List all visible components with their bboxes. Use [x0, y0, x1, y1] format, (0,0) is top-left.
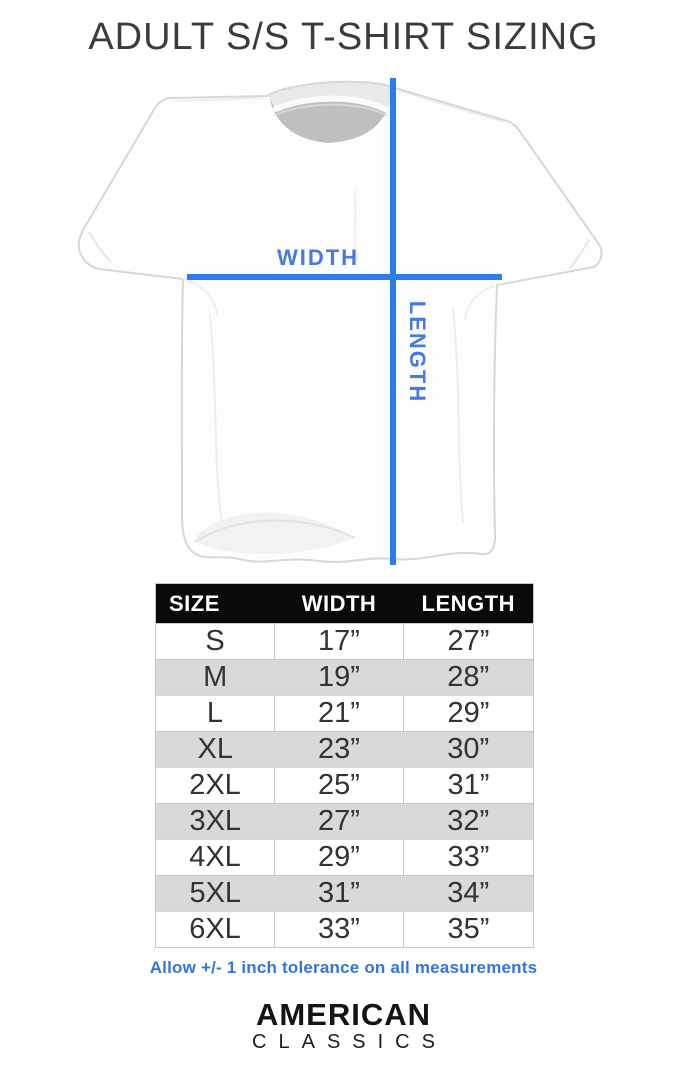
size-cell: 5XL	[155, 875, 275, 912]
header-size: SIZE	[155, 583, 275, 624]
header-length: LENGTH	[403, 583, 534, 624]
tolerance-note: Allow +/- 1 inch tolerance on all measur…	[149, 958, 538, 977]
size-cell: XL	[155, 731, 275, 768]
size-cell: S	[155, 623, 275, 660]
width-cell: 19”	[274, 659, 404, 696]
length-cell: 31”	[403, 767, 534, 804]
size-chart-table: SIZE WIDTH LENGTH S 17” 27” M 19” 28” L …	[155, 583, 534, 948]
table-row: 2XL 25” 31”	[155, 767, 534, 804]
size-cell: 3XL	[155, 803, 275, 840]
length-cell: 35”	[403, 911, 534, 948]
length-cell: 30”	[403, 731, 534, 768]
table-row: S 17” 27”	[155, 623, 534, 660]
length-cell: 27”	[403, 623, 534, 660]
length-cell: 32”	[403, 803, 534, 840]
length-cell: 29”	[403, 695, 534, 732]
length-label: LENGTH	[405, 300, 430, 404]
width-cell: 27”	[274, 803, 404, 840]
table-row: 3XL 27” 32”	[155, 803, 534, 840]
width-cell: 29”	[274, 839, 404, 876]
page-title: ADULT S/S T-SHIRT SIZING	[88, 16, 599, 58]
brand-logo-line2: CLASSICS	[252, 1031, 447, 1053]
width-cell: 21”	[274, 695, 404, 732]
width-cell: 17”	[274, 623, 404, 660]
brand-logo-line1: AMERICAN	[255, 997, 432, 1032]
table-row: M 19” 28”	[155, 659, 534, 696]
table-row: 6XL 33” 35”	[155, 911, 534, 948]
length-cell: 33”	[403, 839, 534, 876]
table-row: 5XL 31” 34”	[155, 875, 534, 912]
size-cell: 6XL	[155, 911, 275, 948]
table-header-row: SIZE WIDTH LENGTH	[155, 583, 534, 624]
size-cell: 2XL	[155, 767, 275, 804]
tshirt-graphic	[77, 80, 603, 564]
tshirt-body	[77, 80, 603, 564]
table-row: L 21” 29”	[155, 695, 534, 732]
width-cell: 33”	[274, 911, 404, 948]
size-cell: L	[155, 695, 275, 732]
size-cell: 4XL	[155, 839, 275, 876]
table-row: 4XL 29” 33”	[155, 839, 534, 876]
header-width: WIDTH	[274, 583, 404, 624]
width-cell: 31”	[274, 875, 404, 912]
length-cell: 28”	[403, 659, 534, 696]
size-cell: M	[155, 659, 275, 696]
width-label: WIDTH	[276, 245, 360, 270]
width-cell: 25”	[274, 767, 404, 804]
width-cell: 23”	[274, 731, 404, 768]
width-measure-line	[187, 274, 502, 280]
table-row: XL 23” 30”	[155, 731, 534, 768]
length-cell: 34”	[403, 875, 534, 912]
length-measure-line	[390, 78, 396, 565]
